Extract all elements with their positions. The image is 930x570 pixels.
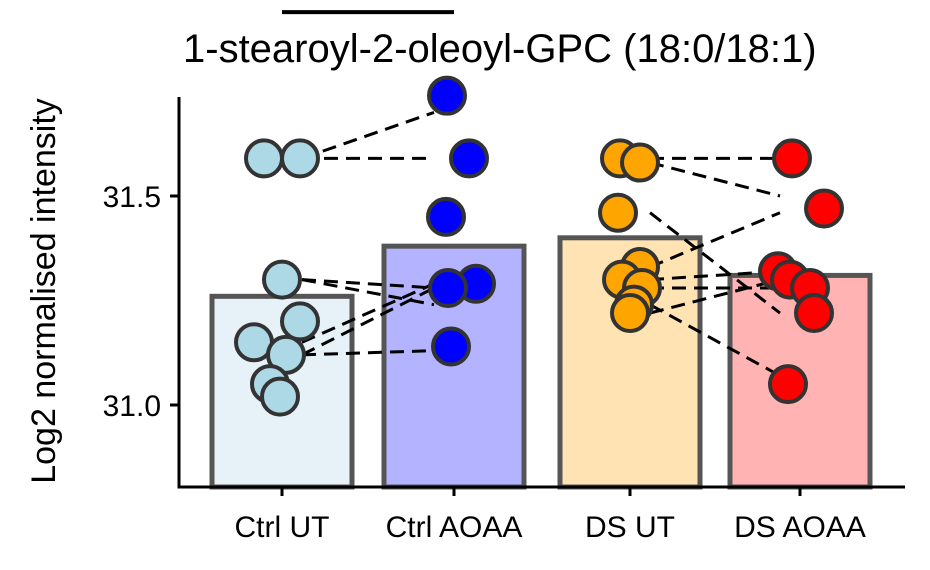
y-axis-label: Log2 normalised intensity (25, 98, 63, 484)
data-point (598, 192, 638, 233)
y-tick-label: 31.5 (103, 181, 161, 214)
data-point (260, 376, 300, 417)
pair-line (649, 211, 781, 315)
data-point (431, 326, 471, 367)
y-tick-label: 32.0 (103, 0, 161, 5)
data-point (610, 293, 650, 334)
data-point (427, 75, 467, 116)
pair-line (649, 278, 781, 315)
data-point (244, 138, 284, 179)
data-point (426, 196, 466, 237)
pair-line (649, 211, 781, 269)
data-point (262, 259, 302, 300)
pair-line (301, 349, 435, 357)
pair-line (301, 282, 435, 344)
data-point (280, 138, 320, 179)
x-tick-label: Ctrl AOAA (386, 511, 523, 544)
data-point (794, 293, 834, 334)
chart-title: 1-stearoyl-2-oleoyl-GPC (18:0/18:1) (183, 27, 817, 71)
data-point (772, 138, 812, 179)
x-tick-label: Ctrl UT (235, 511, 330, 544)
significance-label: * (362, 0, 374, 9)
pair-line (301, 278, 435, 290)
data-point (768, 364, 808, 405)
pair-line (649, 303, 781, 378)
data-point (428, 267, 468, 308)
axes-layer: 31.0 31.5 32.0 Ctrl UT Ctrl AOAA DS UT DS AOAA (103, 0, 905, 544)
pair-lines-layer (301, 110, 781, 378)
y-tick-label: 31.0 (103, 390, 161, 423)
x-tick-label: DS UT (585, 511, 675, 544)
data-point (804, 188, 844, 229)
pair-line (301, 286, 435, 357)
data-point (280, 301, 320, 342)
points-layer (234, 75, 844, 417)
pair-line (649, 161, 781, 198)
pair-line (301, 110, 435, 160)
data-point (449, 138, 489, 179)
significance-layer: * (282, 0, 454, 15)
x-tick-label: DS AOAA (734, 511, 866, 544)
data-point (620, 142, 660, 183)
